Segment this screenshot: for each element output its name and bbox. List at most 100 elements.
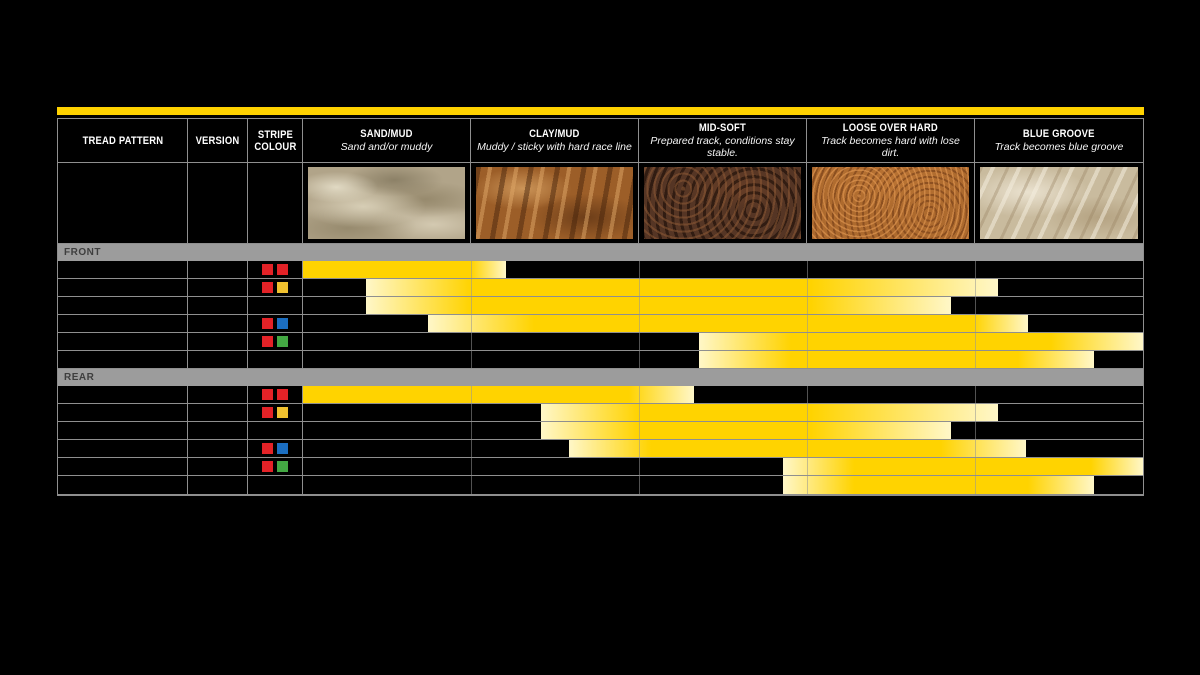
front-row-1 xyxy=(58,261,1143,279)
stripe-swatch-yellow xyxy=(277,407,288,418)
column-separator xyxy=(639,476,640,494)
column-separator xyxy=(807,279,808,296)
stripe-swatch-red xyxy=(277,389,288,400)
column-separator xyxy=(975,315,976,332)
loose-over-hard-terrain-photo-cell xyxy=(807,163,975,243)
column-separator xyxy=(807,261,808,278)
suitability-range-bar xyxy=(366,279,998,296)
section-header-rear: REAR xyxy=(58,369,1143,386)
column-header-sand-mud: SAND/MUD Sand and/or muddy xyxy=(303,119,471,162)
column-title: VERSION xyxy=(195,134,240,147)
stripe-colour-cell xyxy=(248,476,303,494)
column-separator xyxy=(975,422,976,439)
section-header-front: FRONT xyxy=(58,244,1143,261)
column-title: STRIPE COLOUR xyxy=(253,128,297,153)
column-separator xyxy=(975,333,976,350)
column-separator xyxy=(639,351,640,368)
version-cell xyxy=(188,458,248,475)
terrain-bar-area xyxy=(303,404,1143,421)
terrain-bar-area xyxy=(303,386,1143,403)
column-separator xyxy=(471,422,472,439)
column-header-blue-groove: BLUE GROOVE Track becomes blue groove xyxy=(975,119,1143,162)
suitability-range-bar xyxy=(303,261,506,278)
suitability-range-bar xyxy=(699,351,1094,368)
column-separator xyxy=(807,333,808,350)
terrain-bar-area xyxy=(303,351,1143,368)
column-separator xyxy=(975,476,976,494)
tread-pattern-cell xyxy=(58,440,188,457)
stripe-colour-cell xyxy=(248,279,303,296)
empty-cell-tread-pattern xyxy=(58,163,188,243)
column-header-version: VERSION xyxy=(188,119,248,162)
rear-row-6 xyxy=(58,476,1143,494)
column-subtitle: Track becomes hard with lose dirt. xyxy=(821,135,960,159)
terrain-bar-area xyxy=(303,315,1143,332)
tread-pattern-cell xyxy=(58,404,188,421)
stripe-colour-cell xyxy=(248,333,303,350)
column-separator xyxy=(639,440,640,457)
column-separator xyxy=(471,333,472,350)
stripe-swatch-green xyxy=(277,461,288,472)
stripe-swatch-blue xyxy=(277,318,288,329)
column-title: CLAY/MUD xyxy=(529,128,580,140)
stripe-colour-cell xyxy=(248,422,303,439)
stripe-colour-cell xyxy=(248,351,303,368)
tread-pattern-cell xyxy=(58,458,188,475)
terrain-suitability-table: TREAD PATTERN VERSION STRIPE COLOUR SAND/MU… xyxy=(57,107,1144,496)
rear-row-3 xyxy=(58,422,1143,440)
stripe-colour-cell xyxy=(248,458,303,475)
column-separator xyxy=(975,404,976,421)
rear-row-1 xyxy=(58,386,1143,404)
column-separator xyxy=(639,386,640,403)
column-separator xyxy=(807,458,808,475)
tread-pattern-cell xyxy=(58,422,188,439)
version-cell xyxy=(188,261,248,278)
column-separator xyxy=(807,404,808,421)
stripe-colour-cell xyxy=(248,386,303,403)
blue-groove-terrain-photo xyxy=(980,167,1138,239)
column-separator xyxy=(639,404,640,421)
terrain-bar-area xyxy=(303,261,1143,278)
tread-pattern-cell xyxy=(58,279,188,296)
stripe-swatch-red xyxy=(262,443,273,454)
sand-terrain-photo xyxy=(308,167,465,239)
stripe-swatch-red xyxy=(262,461,273,472)
column-separator xyxy=(807,315,808,332)
column-separator xyxy=(639,333,640,350)
tread-pattern-cell xyxy=(58,261,188,278)
column-title: MID-SOFT xyxy=(698,122,747,134)
column-separator xyxy=(471,404,472,421)
terrain-bar-area xyxy=(303,333,1143,350)
column-separator xyxy=(471,279,472,296)
stripe-colour-cell xyxy=(248,261,303,278)
suitability-range-bar xyxy=(699,333,1143,350)
stripe-swatch-red xyxy=(262,282,273,293)
column-subtitle: Track becomes blue groove xyxy=(994,141,1124,153)
stripe-swatch-green xyxy=(277,336,288,347)
rear-row-2 xyxy=(58,404,1143,422)
column-subtitle: Sand and/or muddy xyxy=(340,141,433,153)
column-separator xyxy=(975,351,976,368)
column-separator xyxy=(471,351,472,368)
blue-groove-terrain-photo-cell xyxy=(975,163,1143,243)
front-row-3 xyxy=(58,297,1143,315)
stripe-swatch-red xyxy=(277,264,288,275)
version-cell xyxy=(188,297,248,314)
front-row-2 xyxy=(58,279,1143,297)
mid-soft-terrain-photo-cell xyxy=(639,163,807,243)
tread-pattern-cell xyxy=(58,315,188,332)
stripe-swatch-red xyxy=(262,389,273,400)
stripe-swatch-red xyxy=(262,318,273,329)
loose-over-hard-terrain-photo xyxy=(812,167,969,239)
suitability-range-bar xyxy=(783,476,1094,494)
sand-terrain-photo-cell xyxy=(303,163,471,243)
terrain-bar-area xyxy=(303,476,1143,494)
version-cell xyxy=(188,476,248,494)
column-separator xyxy=(639,458,640,475)
suitability-range-bar xyxy=(541,404,998,421)
table-sections: FRONT REAR xyxy=(58,244,1143,494)
stripe-colour-cell xyxy=(248,315,303,332)
empty-cell-version xyxy=(188,163,248,243)
column-separator xyxy=(975,386,976,403)
tread-pattern-cell xyxy=(58,333,188,350)
